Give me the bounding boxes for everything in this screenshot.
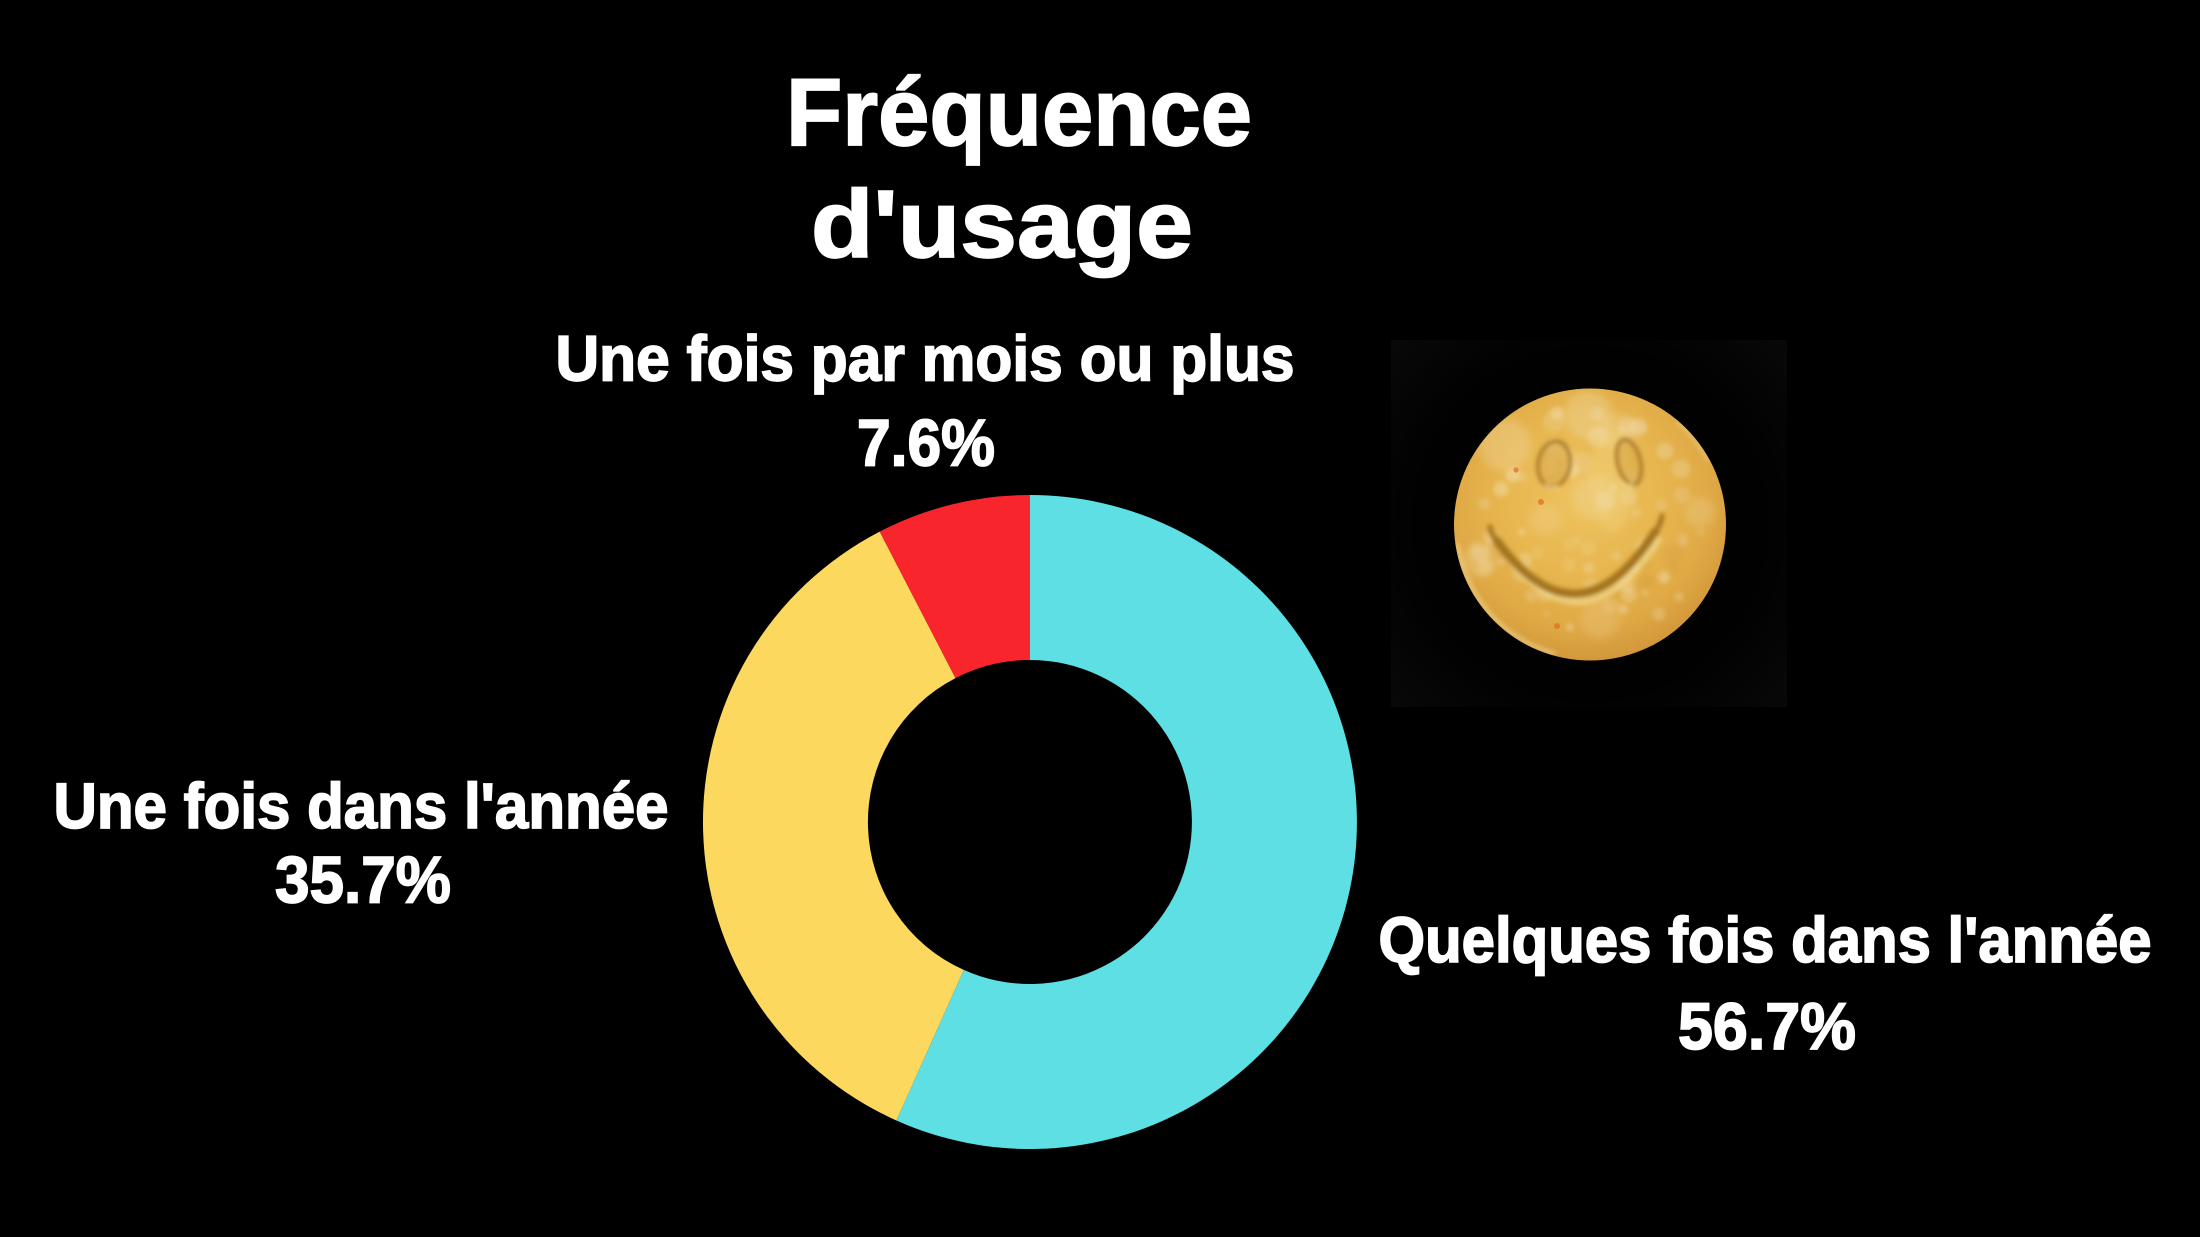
svg-text:Une fois dans l'année: Une fois dans l'année [54, 770, 669, 842]
svg-text:7.6%: 7.6% [857, 406, 995, 480]
svg-text:d'usage: d'usage [811, 171, 1193, 278]
svg-text:56.7%: 56.7% [1678, 989, 1856, 1063]
svg-text:35.7%: 35.7% [275, 843, 451, 917]
svg-text:Une fois par mois ou plus: Une fois par mois ou plus [556, 323, 1295, 395]
svg-text:Fréquence: Fréquence [786, 59, 1252, 166]
svg-text:Quelques fois dans l'année: Quelques fois dans l'année [1379, 904, 2152, 976]
